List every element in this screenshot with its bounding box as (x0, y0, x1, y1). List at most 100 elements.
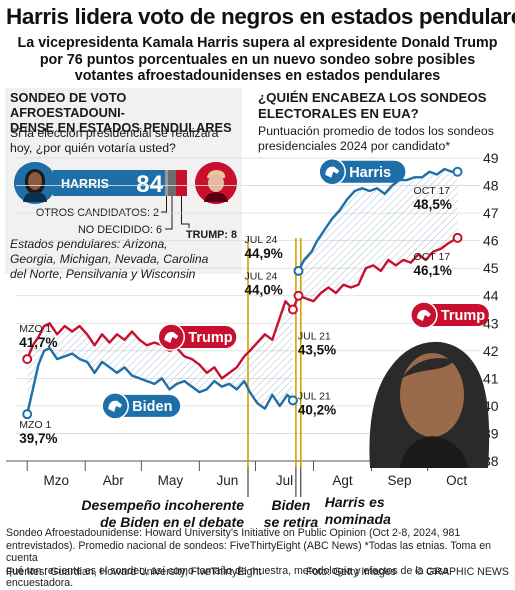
chart-subtitle-line: Puntuación promedio de todos los sondeos (258, 124, 494, 138)
tag-label: Trump (441, 308, 485, 324)
value-dot (22, 354, 33, 365)
footer-note-line: entrevistados). Promedio nacional de son… (6, 539, 491, 565)
callout-date: JUL 21 (298, 331, 331, 343)
trump-portrait-icon (195, 162, 237, 204)
copyright: © GRAPHIC NEWS (415, 566, 509, 578)
callout-value: 44,0% (245, 283, 283, 298)
x-tick-label: Abr (103, 473, 125, 488)
y-tick-label: 48 (483, 178, 499, 194)
callout-date: OCT 17 (414, 251, 451, 263)
biden-trump-gap (27, 301, 293, 415)
value-dot (287, 395, 298, 406)
value-dot (452, 232, 463, 243)
y-tick-label: 49 (483, 150, 499, 166)
x-tick-label: Agt (332, 473, 353, 488)
harris-bar (53, 170, 165, 196)
trump-tag: Trump (157, 323, 237, 351)
poll-leader-lines (161, 196, 190, 230)
others-bar (165, 170, 168, 196)
debate-event-label: de Biden en el debate (100, 514, 244, 530)
value-dot (293, 290, 304, 301)
x-tick-label: Jun (217, 473, 239, 488)
swing-states-line: Georgia, Michigan, Nevada, Carolina (10, 252, 209, 266)
y-tick-label: 47 (483, 205, 499, 221)
sources: Fuentes: Guardian, Howard University, Fi… (6, 566, 262, 578)
nomination-event-label: Harris es (325, 494, 385, 510)
nomination-event-label: nominada (325, 511, 391, 527)
y-tick-label: 41 (483, 370, 499, 386)
callout-value: 44,9% (245, 246, 283, 261)
callout-value: 41,7% (19, 335, 57, 350)
harris-bar-label: HARRIS (61, 177, 109, 191)
trump-tag: Trump (410, 301, 489, 329)
withdraw-event-label: se retira (264, 514, 319, 530)
harris-trump-gap (298, 169, 458, 301)
undecided-bar (168, 170, 176, 196)
page-subtitle: La vicepresidenta Kamala Harris supera a… (0, 35, 515, 85)
callout-date: JUL 24 (245, 271, 278, 283)
y-tick-label: 45 (483, 260, 499, 276)
callout-value: 39,7% (19, 431, 57, 446)
trump-series-line (26, 236, 459, 380)
poll-heading-line: SONDEO DE VOTO AFROESTADOUNI- (10, 90, 127, 120)
party-animal-icon (325, 166, 340, 178)
party-animal-icon (416, 309, 431, 322)
x-tick-label: Oct (446, 473, 467, 488)
callout-date: OCT 17 (414, 185, 451, 197)
callout-value: 46,1% (414, 263, 452, 278)
poll-heading-line: DENSE EN ESTADOS PENDULARES (10, 120, 232, 135)
y-tick-label: 46 (483, 233, 499, 249)
y-tick-label: 44 (483, 288, 499, 304)
tag-label: Harris (349, 165, 391, 181)
harris-bar-value: 84 (136, 171, 163, 198)
harris-photo (369, 341, 490, 468)
trump-label: TRUMP: 8 (186, 229, 237, 241)
poll-question: Si la elección presidencial se realizara… (10, 126, 240, 156)
value-dot (22, 409, 33, 420)
x-tick-label: Mzo (43, 473, 69, 488)
poll-question-line: hoy, ¿por quién votaría usted? (10, 141, 176, 155)
y-tick-label: 42 (483, 343, 499, 359)
trump-bar (176, 170, 187, 196)
debate-event-label: Desempeño incoherente (81, 497, 244, 513)
x-tick-label: May (158, 473, 184, 488)
subtitle-line: por 76 puntos porcentuales en un nuevo s… (39, 51, 476, 68)
trump-avatar (195, 162, 237, 204)
x-tick-label: Sep (388, 473, 412, 488)
biden-tag: Biden (101, 392, 181, 420)
harris-series-line (297, 167, 458, 272)
chart-title-line: ELECTORALES EN EUA? (258, 105, 419, 121)
poll-panel: SONDEO DE VOTO AFROESTADOUNI- DENSE EN E… (5, 88, 242, 281)
callout-date: MZO 1 (19, 419, 51, 431)
gap-fill (27, 169, 458, 415)
value-dot (452, 166, 463, 177)
harris-tag: Harris (318, 158, 406, 186)
tag-label: Trump (188, 330, 232, 346)
chart-title-line: ¿QUIÉN ENCABEZA LOS SONDEOS (258, 90, 487, 105)
withdraw-event-label: Biden (271, 497, 310, 513)
callout-date: MZO 1 (19, 323, 51, 335)
chart-subtitle: Puntuación promedio de todos los sondeos… (258, 124, 498, 154)
party-animal-icon (164, 331, 179, 344)
footer-notes: Sondeo Afroestadounidense: Howard Univer… (6, 527, 511, 590)
photo-credit: Foto: Getty Images (306, 566, 397, 578)
value-dot (287, 304, 298, 315)
series-tags: Biden Trump Harris Trump (101, 158, 489, 420)
swing-states-line: del Norte, Pensilvania y Wisconsin (10, 267, 196, 281)
poll-question-line: Si la elección presidencial se realizara (10, 126, 219, 140)
party-animal-icon (108, 400, 123, 412)
biden-series-line (26, 346, 294, 415)
callout-date: JUL 24 (245, 234, 278, 246)
undecided-label: NO DECIDIDO: 6 (78, 224, 162, 236)
footer-note-line: Sondeo Afroestadounidense: Howard Univer… (6, 527, 461, 539)
poll-heading: SONDEO DE VOTO AFROESTADOUNI- DENSE EN E… (10, 90, 240, 135)
callout-value: 48,5% (414, 197, 452, 212)
callout-value: 40,2% (298, 402, 336, 417)
chart-title: ¿QUIÉN ENCABEZA LOS SONDEOS ELECTORALES … (258, 90, 498, 121)
callout-date: JUL 21 (298, 390, 331, 402)
x-tick-label: Jul (276, 473, 293, 488)
tag-label: Biden (132, 399, 172, 415)
